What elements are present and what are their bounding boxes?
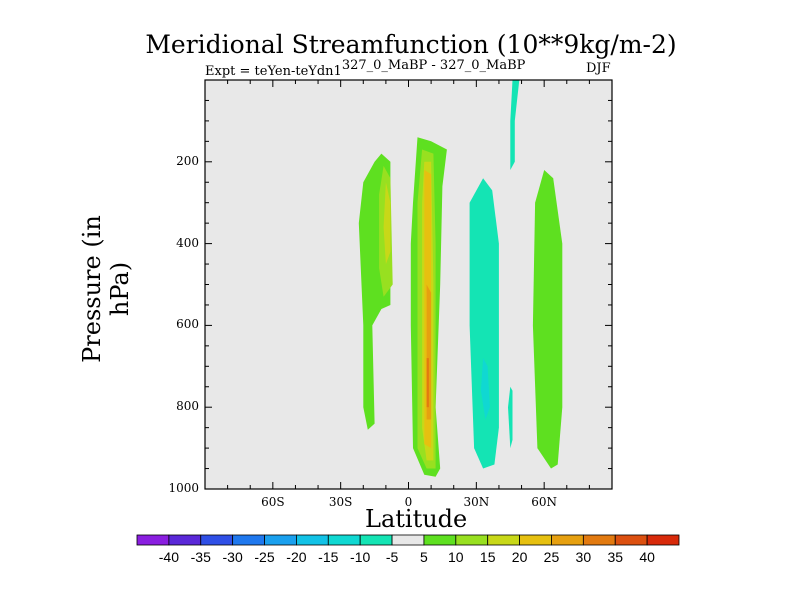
y-tick-label: 800 (176, 399, 199, 414)
x-tick-label: 30S (328, 495, 353, 509)
colorbar-label: 10 (448, 549, 464, 565)
colorbar-label: 30 (575, 549, 592, 565)
colorbar-label: 25 (543, 549, 560, 565)
x-tick-label: 60S (261, 495, 285, 509)
colorbar-swatch (327, 534, 361, 546)
contour-band-nh-thin-low (508, 386, 513, 449)
colorbar-swatch (391, 534, 425, 546)
colorbar-label: 15 (479, 549, 496, 565)
contour-band-nh-negative-inner (480, 358, 490, 420)
y-tick-label: 1000 (168, 481, 199, 495)
chart-title: Meridional Streamfunction (10**9kg/m-2) (145, 30, 677, 59)
y-tick-label: 600 (176, 317, 199, 332)
colorbar-swatch (232, 534, 265, 546)
colorbar-swatch (359, 534, 393, 546)
y-tick-label: 200 (176, 153, 199, 168)
colorbar-swatch (487, 534, 520, 546)
colorbar-label: -40 (158, 549, 179, 565)
y-axis-label: Pressure (in hPa) (78, 215, 134, 363)
contour-band-nh-subtropics (532, 170, 563, 469)
contour-band-eq-max (426, 358, 429, 408)
contour-band-nh-negative (469, 178, 499, 469)
x-tick-label: 30N (463, 495, 490, 509)
colorbar-label: -5 (385, 549, 399, 565)
x-axis-label: Latitude (365, 505, 468, 533)
colorbar-label: -35 (190, 549, 211, 565)
colorbar-swatch (551, 534, 584, 546)
colorbar-swatch (296, 534, 329, 546)
x-tick-label: 60N (531, 495, 558, 509)
season-label: DJF (586, 61, 611, 76)
experiment-period: 327_0_MaBP - 327_0_MaBP (341, 58, 526, 73)
colorbar-swatch (168, 534, 202, 546)
colorbar-label: -25 (254, 549, 275, 565)
colorbar-label: -10 (350, 549, 371, 565)
colorbar-label: -20 (286, 549, 307, 565)
colorbar-swatch (582, 534, 616, 546)
colorbar-swatch (519, 534, 552, 546)
colorbar-label: 5 (420, 549, 428, 565)
contour-band-sh-core (383, 182, 391, 265)
x-tick-label: 0 (404, 495, 413, 509)
colorbar-label: 40 (639, 549, 655, 565)
colorbar-swatch (200, 534, 234, 546)
colorbar-swatch (455, 534, 489, 546)
y-tick-label: 400 (176, 235, 199, 250)
colorbar-swatch (614, 534, 648, 546)
contour-band-nh-thin-top (510, 80, 520, 170)
colorbar-swatch (423, 534, 457, 546)
colorbar-label: 20 (511, 549, 528, 565)
colorbar-swatch (646, 534, 680, 546)
colorbar-label: 35 (607, 549, 624, 565)
colorbar-label: -30 (222, 549, 243, 565)
experiment-name: Expt = teYen-teYdn1 (205, 64, 342, 79)
colorbar-swatch (136, 534, 170, 546)
colorbar-swatch (264, 534, 297, 546)
colorbar-label: -15 (318, 549, 339, 565)
experiment-label: Expt = teYen-teYdn1327_0_MaBP - 327_0_Ma… (205, 58, 525, 79)
